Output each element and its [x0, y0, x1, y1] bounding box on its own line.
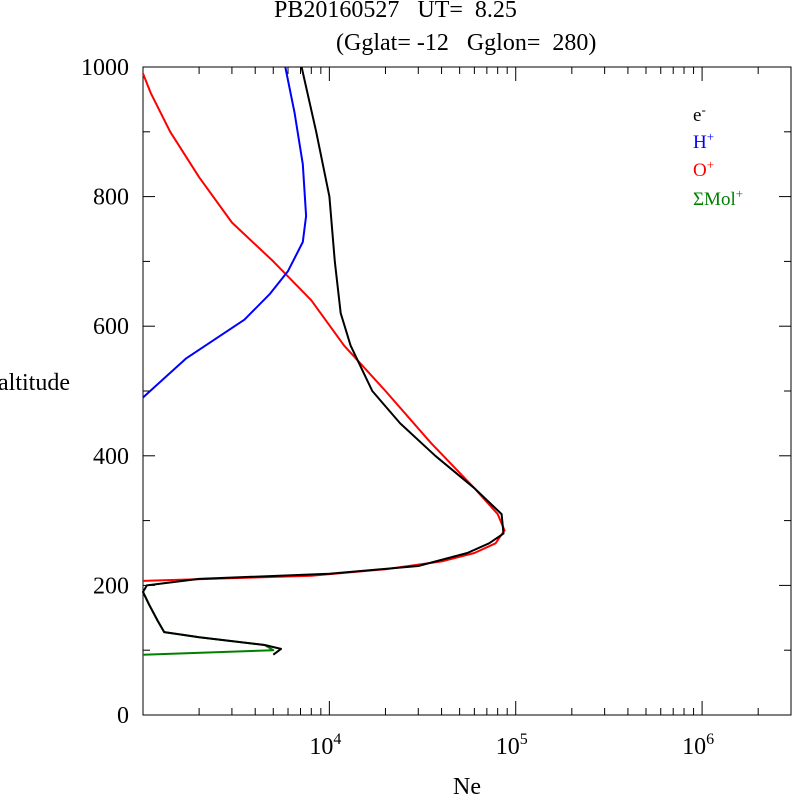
- y-tick-label: 800: [93, 185, 129, 211]
- series-layer: [142, 66, 506, 656]
- x-axis-label: Ne: [453, 774, 481, 796]
- legend-entry: ΣMol+: [693, 186, 743, 210]
- y-tick-label: 200: [93, 573, 129, 599]
- series-line-1: [142, 66, 308, 399]
- x-tick-labels: 104 105 106: [309, 731, 714, 760]
- y-axis-label: altitude: [0, 370, 70, 396]
- series-line-2: [142, 73, 506, 582]
- y-tick-label: 400: [93, 444, 129, 470]
- chart-title-line1: PB20160527 UT= 8.25: [274, 0, 517, 23]
- series-line-0: [142, 66, 505, 656]
- x-tick-label: 105: [496, 731, 528, 760]
- legend-entry: H+: [693, 129, 714, 153]
- y-tick-label: 0: [117, 703, 129, 729]
- x-tick-label: 106: [682, 731, 714, 760]
- chart-title-line2: (Gglat= -12 Gglon= 280): [336, 30, 597, 56]
- series-line-3: [142, 591, 275, 656]
- y-tick-label: 600: [93, 314, 129, 340]
- legend-entry: O+: [693, 157, 714, 181]
- x-tick-label: 104: [309, 731, 341, 760]
- legend: e- H+ O+ ΣMol+: [693, 102, 743, 210]
- y-tick-labels: 0 200 400 600 800 1000: [81, 55, 129, 729]
- legend-entry: e-: [693, 102, 706, 126]
- y-tick-label: 1000: [81, 55, 129, 81]
